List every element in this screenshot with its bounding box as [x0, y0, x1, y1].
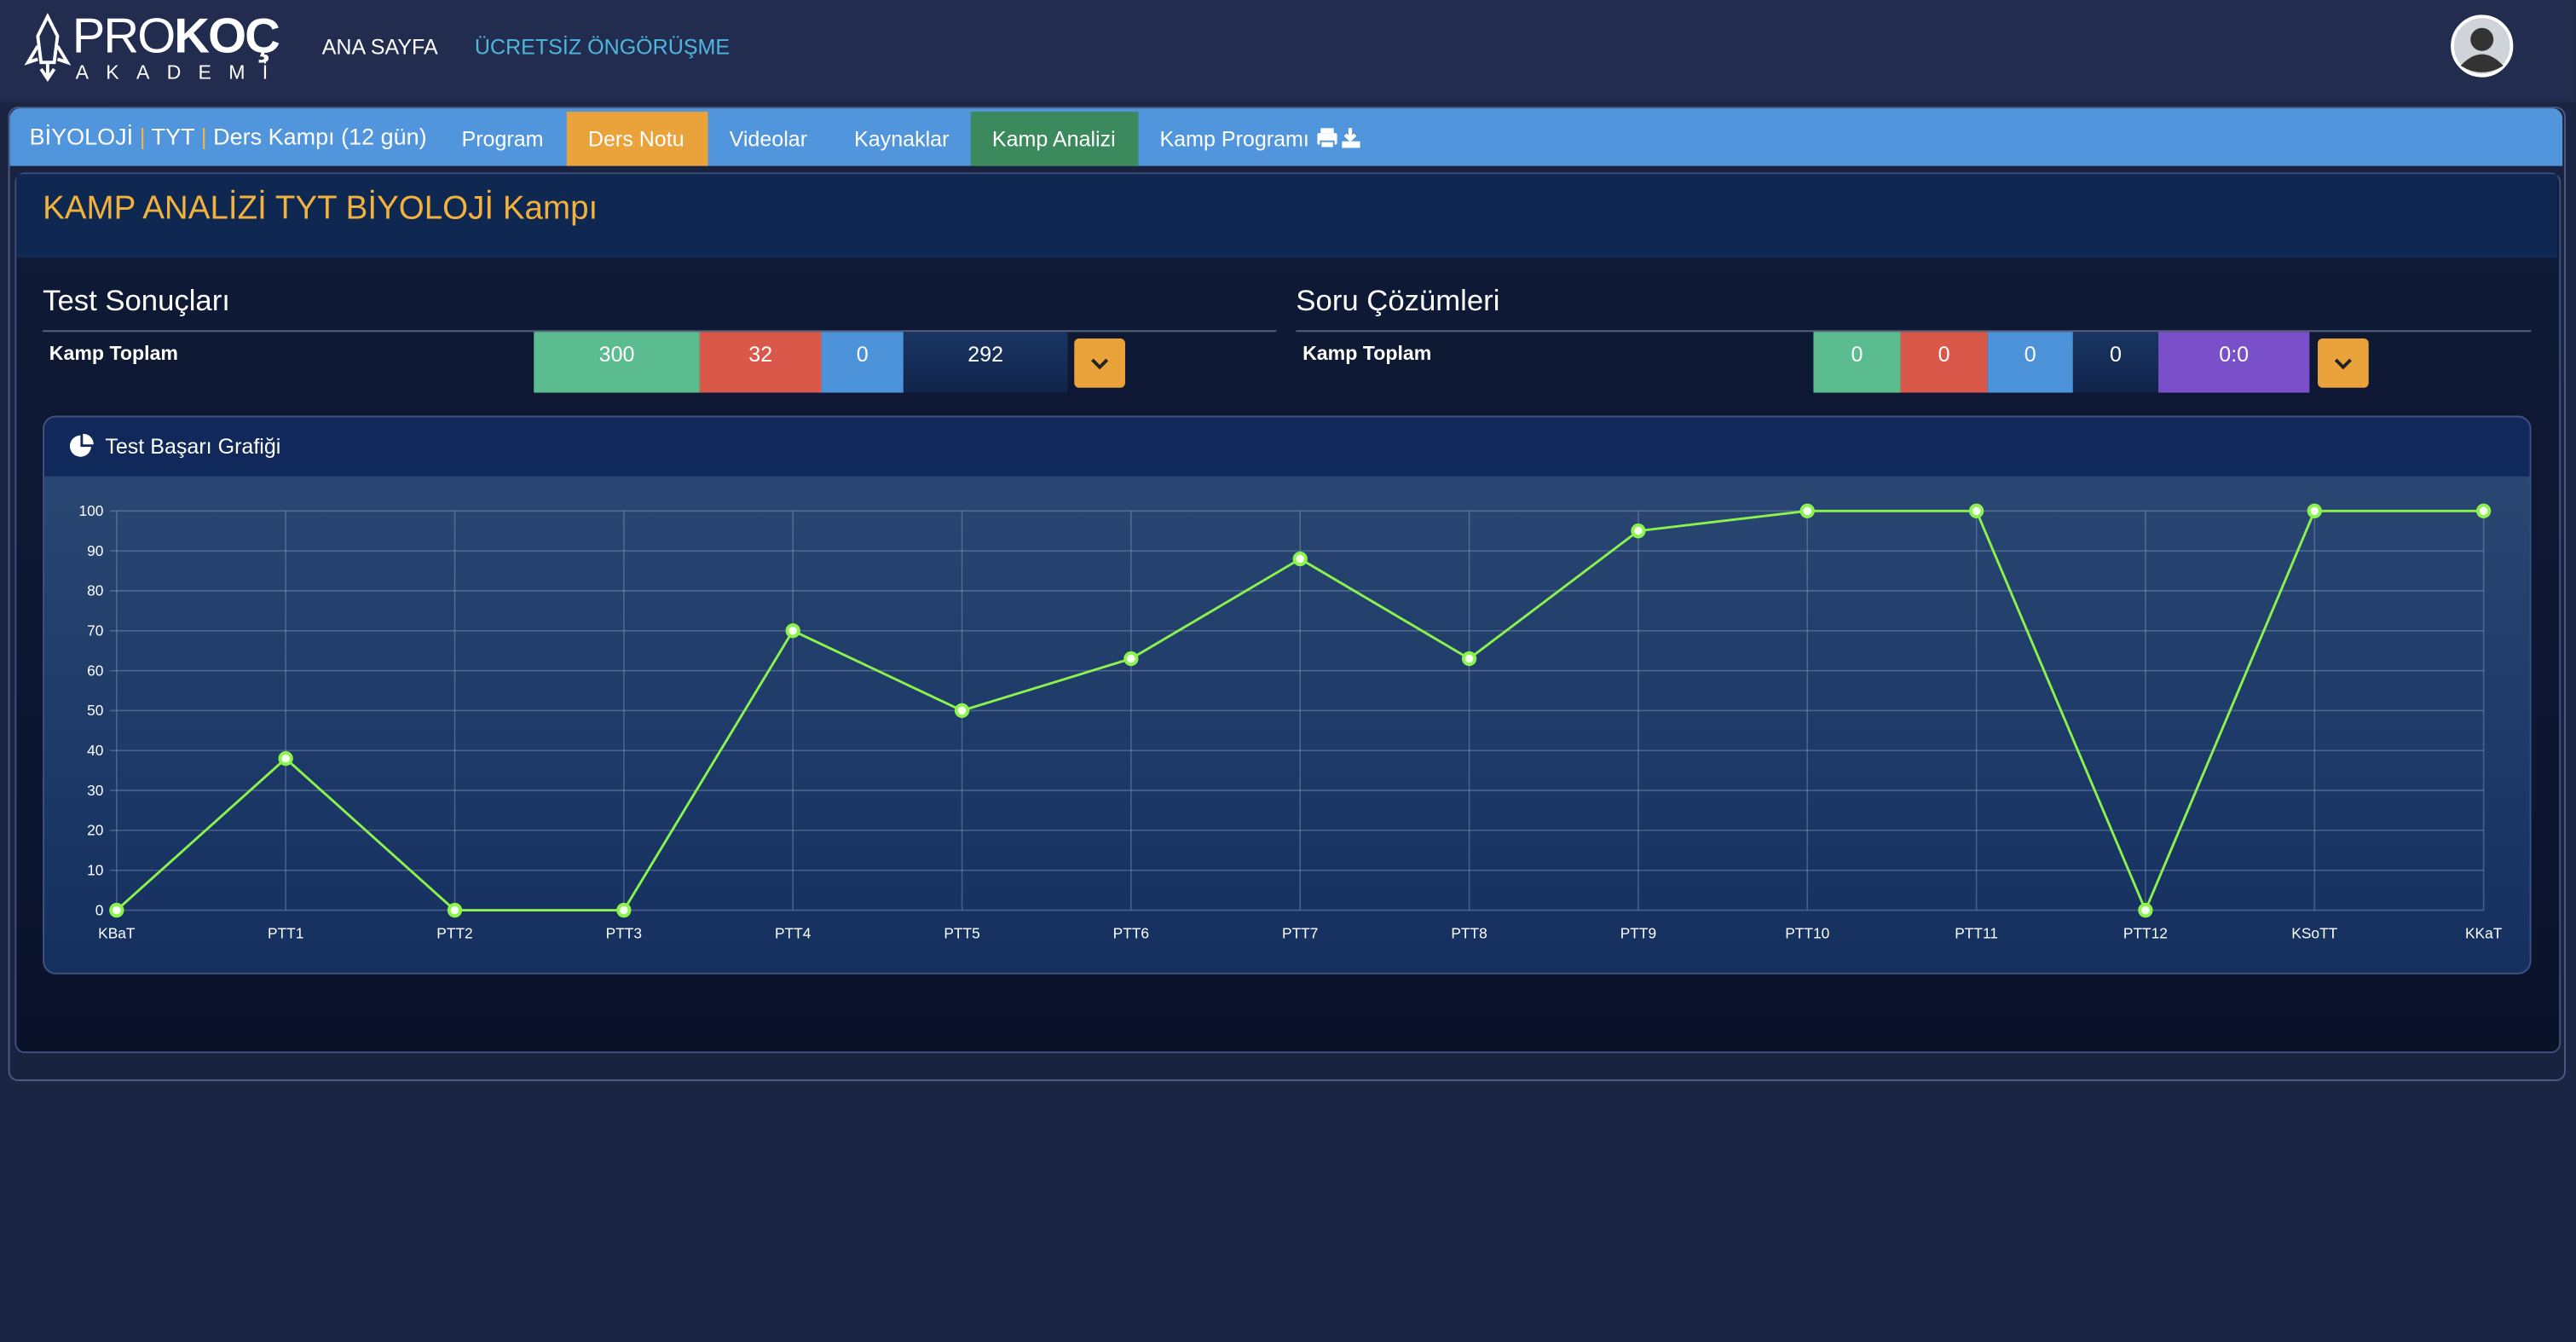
x-tick-label: PTT9 [1620, 924, 1656, 941]
data-point [2138, 902, 2153, 918]
x-tick-label: PTT1 [268, 924, 303, 941]
y-tick-label: 40 [87, 742, 103, 759]
x-tick-label: PTT8 [1451, 924, 1487, 941]
logo[interactable]: PROKOÇ [72, 9, 280, 67]
data-point [2475, 503, 2492, 518]
panel-header [16, 174, 2558, 258]
tab-icons [1316, 128, 1360, 149]
data-point [447, 902, 463, 918]
row-label: Kamp Toplam [49, 341, 178, 365]
y-tick-label: 0 [95, 901, 104, 918]
tab[interactable]: Kamp Analizi [970, 112, 1139, 166]
divider [43, 330, 1277, 333]
y-tick-label: 80 [87, 582, 103, 599]
x-tick-label: PTT4 [775, 924, 811, 941]
pie-icon [69, 433, 94, 457]
x-tick-label: PTT10 [1785, 924, 1829, 941]
data-point [954, 703, 970, 719]
y-tick-label: 20 [87, 822, 103, 839]
logo-icon [24, 13, 72, 82]
section-title: Soru Çözümleri [1296, 284, 1500, 317]
x-tick-label: KSoTT [2291, 924, 2337, 941]
nav-link[interactable]: ANA SAYFA [321, 34, 438, 60]
x-tick-label: KKaT [2465, 924, 2503, 941]
x-tick-label: KBaT [98, 924, 136, 941]
data-point [785, 623, 800, 639]
divider [1296, 330, 2532, 333]
separator: | [139, 123, 146, 150]
data-point [1123, 651, 1139, 667]
x-tick-label: PTT2 [436, 924, 472, 941]
data-point [109, 902, 124, 918]
stat-cell: 300 [534, 332, 700, 393]
stat-cell: 292 [903, 332, 1068, 393]
x-tick-label: PTT6 [1113, 924, 1149, 941]
stat-cell: 32 [699, 332, 822, 393]
y-tick-label: 90 [87, 542, 103, 559]
data-point [1799, 503, 1815, 518]
page-title: KAMP ANALİZİ TYT BİYOLOJİ Kampı [43, 190, 598, 227]
subject: BİYOLOJİ [29, 123, 134, 150]
exam: TYT [151, 123, 195, 150]
tab[interactable]: Kaynaklar [854, 126, 950, 152]
data-point [2307, 503, 2322, 518]
separator: | [200, 123, 207, 150]
y-tick-label: 10 [87, 862, 103, 879]
row-label: Kamp Toplam [1302, 341, 1432, 365]
card-header: Test Başarı Grafiği [44, 417, 2530, 477]
stat-cell: 0 [1987, 332, 2073, 393]
tab[interactable]: Ders Notu [566, 112, 708, 166]
chart-card: Test Başarı Grafiği 0 10 20 30 40 50 60 70 80 90 1… [43, 415, 2532, 975]
stat-cell: 0 [821, 332, 904, 393]
logo-sub: AKADEMİ [75, 61, 286, 84]
stat-cell: 0:0 [2158, 332, 2310, 393]
data-point [1631, 523, 1646, 539]
expand-button[interactable] [1074, 338, 1125, 388]
chart: 0 10 20 30 40 50 60 70 80 90 100 KBaT PTT1 PTT2 PTT3 PT… [78, 502, 2503, 941]
tab-bar [9, 108, 2563, 166]
logo-koc: KOÇ [174, 9, 280, 65]
breadcrumb: BİYOLOJİ | TYT | Ders Kampı (12 gün) [30, 124, 427, 150]
top-bar: PROKOÇ AKADEMİ ANA SAYFA ÜCRETSİZ ÖNGÖRÜ… [0, 0, 2576, 102]
nav-link[interactable]: ÜCRETSİZ ÖNGÖRÜŞME [474, 34, 731, 60]
x-tick-label: PTT5 [944, 924, 979, 941]
data-point [616, 902, 632, 918]
data-point [1968, 503, 1984, 518]
data-point [1292, 551, 1308, 567]
x-tick-label: PTT11 [1955, 924, 1998, 941]
tab-label: Kamp Programı [1159, 126, 1309, 152]
y-tick-label: 100 [78, 502, 103, 519]
x-tick-label: PTT7 [1282, 924, 1318, 941]
y-tick-label: 70 [87, 622, 103, 639]
x-tick-label: PTT3 [606, 924, 642, 941]
logo-pro: PRO [72, 9, 176, 65]
y-tick-label: 60 [87, 662, 103, 679]
camp: Ders Kampı (12 gün) [213, 123, 427, 150]
data-point [278, 750, 293, 766]
avatar[interactable] [2449, 13, 2515, 78]
section-title: Test Sonuçları [43, 284, 230, 317]
stat-cell: 0 [2072, 332, 2159, 393]
stat-cell: 0 [1813, 332, 1901, 393]
tab[interactable]: Kamp Programı [1138, 112, 1385, 166]
tab[interactable]: Videolar [729, 126, 808, 152]
data-point [1461, 651, 1477, 667]
stat-cell: 0 [1900, 332, 1988, 393]
y-tick-label: 30 [87, 782, 103, 799]
tab[interactable]: Program [461, 126, 544, 152]
y-tick-label: 50 [87, 702, 103, 719]
card-title: Test Başarı Grafiği [105, 433, 281, 459]
x-tick-label: PTT12 [2123, 924, 2168, 941]
expand-button[interactable] [2317, 338, 2369, 388]
